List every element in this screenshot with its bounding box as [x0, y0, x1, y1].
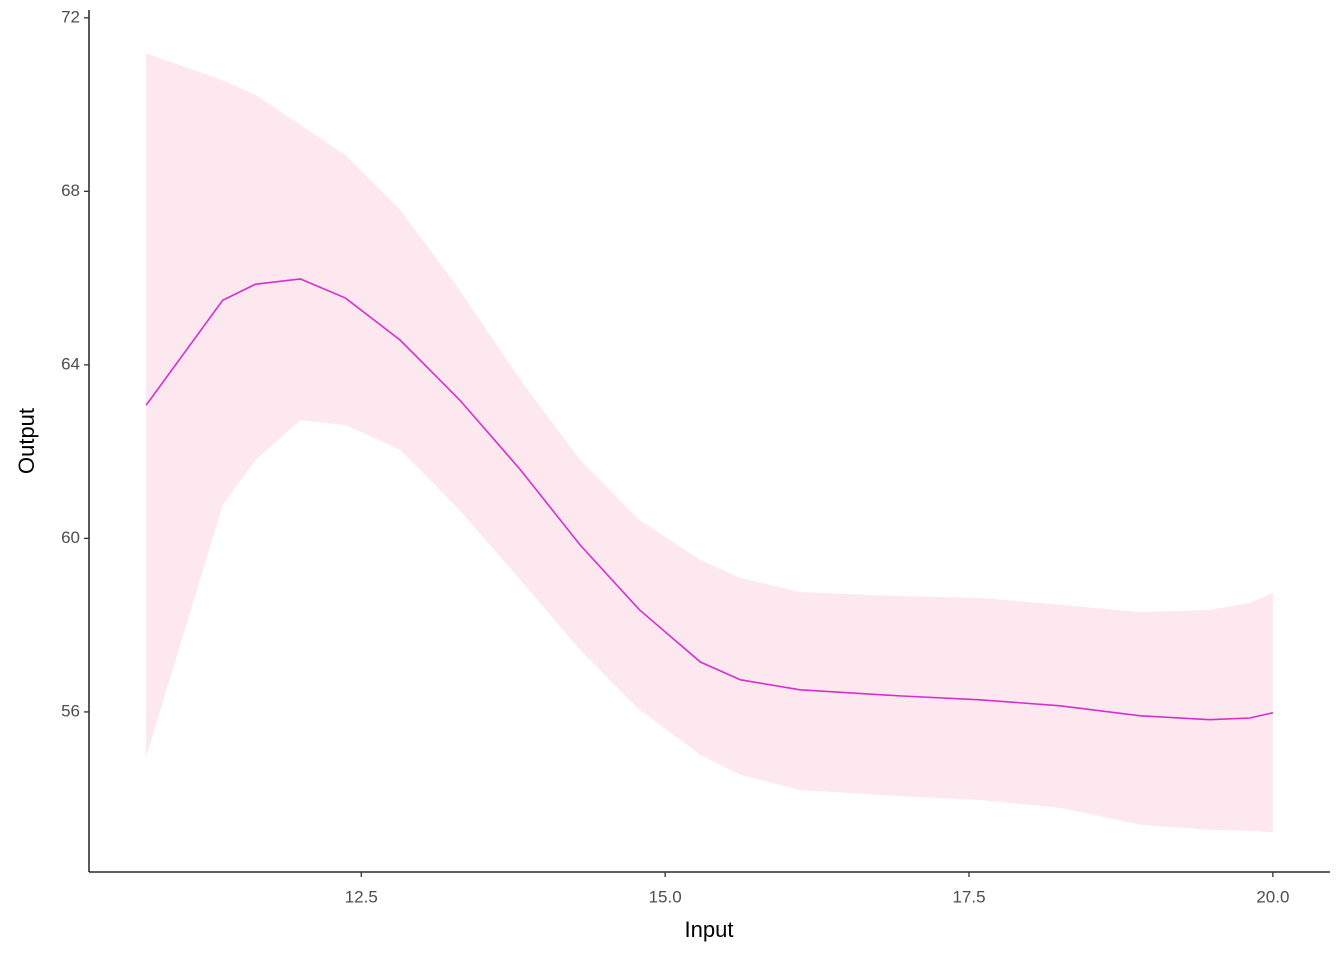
y-tick-label: 72	[61, 7, 80, 26]
x-axis-title: Input	[685, 917, 734, 942]
y-tick-label: 56	[61, 701, 80, 720]
x-tick-label: 20.0	[1256, 887, 1289, 906]
y-tick-label: 60	[61, 528, 80, 547]
y-axis-title: Output	[14, 408, 39, 474]
confidence-band	[146, 53, 1273, 833]
x-tick-label: 15.0	[649, 887, 682, 906]
y-tick-label: 64	[61, 354, 80, 373]
x-tick-label: 17.5	[952, 887, 985, 906]
smooth-line	[145, 278, 1274, 721]
x-tick-label: 12.5	[345, 887, 378, 906]
y-tick-label: 68	[61, 181, 80, 200]
